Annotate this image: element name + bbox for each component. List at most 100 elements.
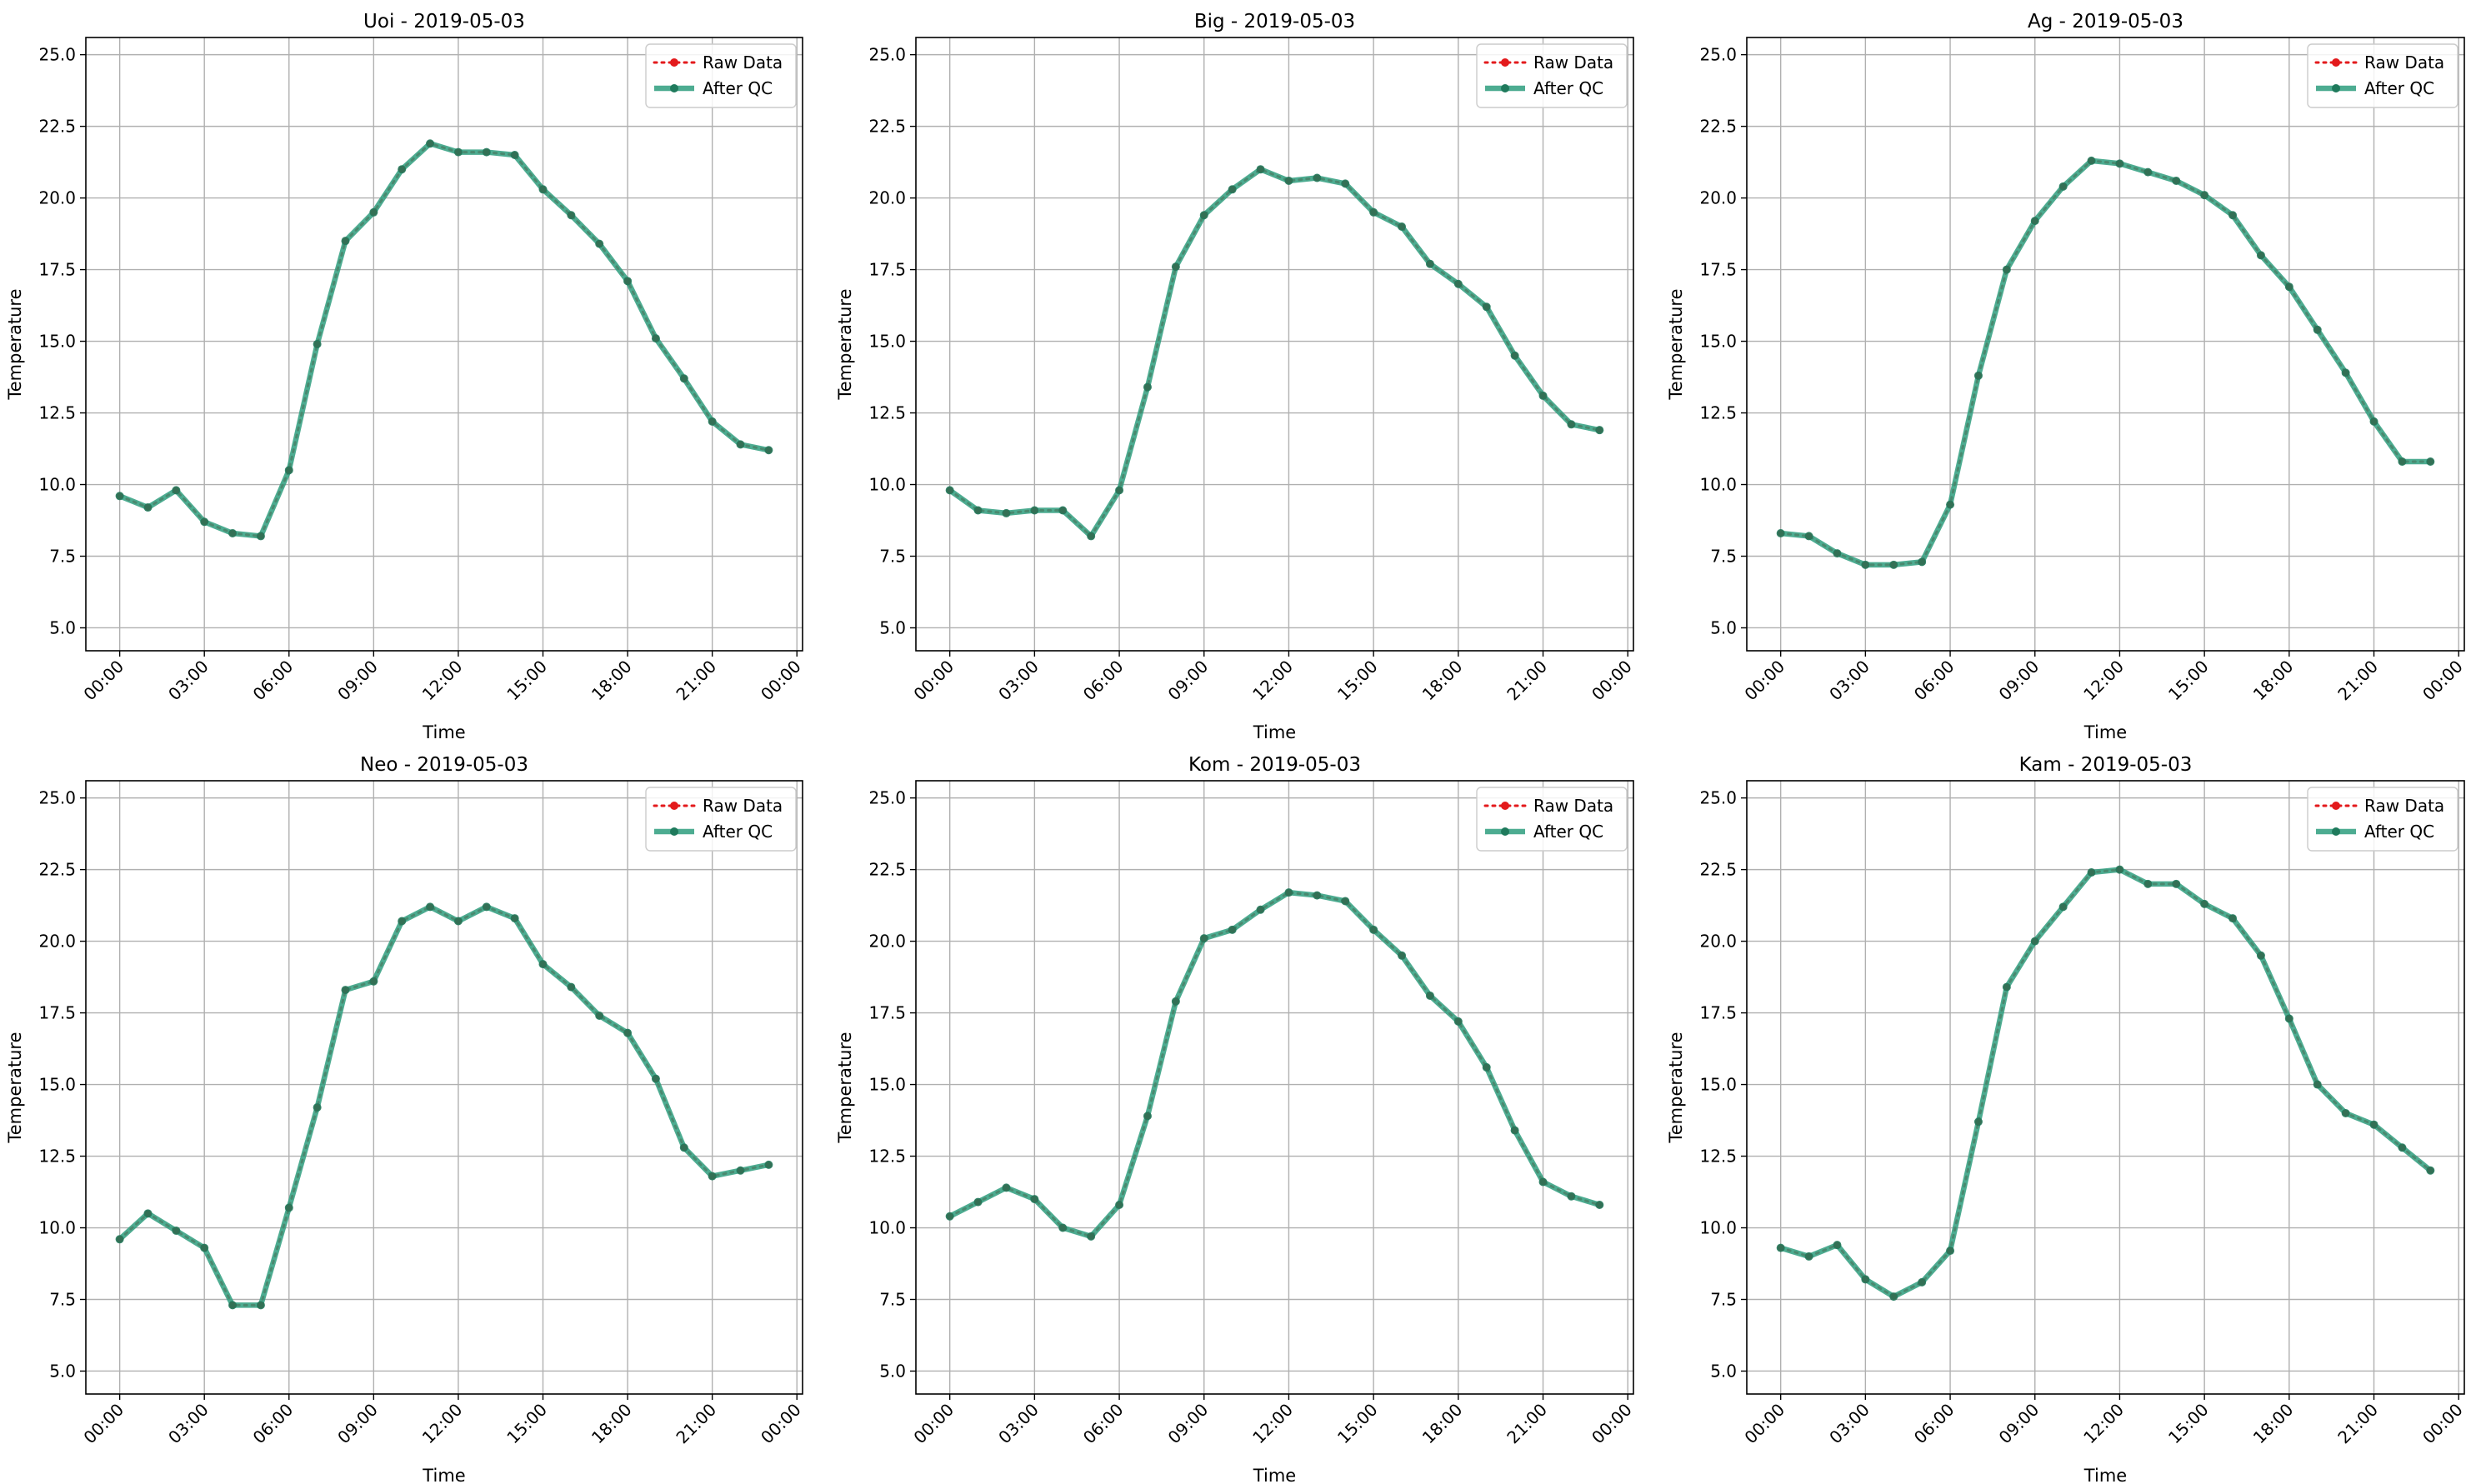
data-point-after-qc <box>1171 997 1180 1006</box>
y-tick-label: 5.0 <box>879 1361 906 1381</box>
x-tick-label: 15:00 <box>1333 657 1382 705</box>
x-tick-label: 06:00 <box>1910 657 1958 705</box>
x-tick-label: 12:00 <box>1248 1400 1297 1448</box>
legend-marker-raw-data <box>1501 802 1509 810</box>
x-axis-label: Time <box>1253 1466 1296 1484</box>
grid-lines <box>86 37 803 651</box>
data-point-after-qc <box>1861 560 1870 569</box>
data-point-after-qc <box>708 1172 717 1181</box>
legend-label-after-qc: After QC <box>703 822 773 842</box>
x-tick-label: 15:00 <box>2164 1400 2213 1448</box>
legend-marker-after-qc <box>1501 827 1509 836</box>
y-tick-label: 15.0 <box>868 332 906 352</box>
x-tick-label: 18:00 <box>1418 657 1467 705</box>
y-tick-label: 10.0 <box>38 1218 76 1238</box>
legend-box <box>645 787 797 852</box>
data-point-after-qc <box>567 211 576 220</box>
data-point-after-qc <box>1510 351 1519 360</box>
data-point-after-qc <box>1284 176 1293 185</box>
data-point-after-qc <box>1776 1243 1785 1252</box>
data-point-after-qc <box>2228 211 2238 220</box>
data-point-after-qc <box>736 440 745 449</box>
data-point-after-qc <box>200 517 209 527</box>
y-tick-label: 5.0 <box>1710 1361 1737 1381</box>
legend-label-after-qc: After QC <box>2364 822 2434 842</box>
y-tick-label: 22.5 <box>1699 117 1737 137</box>
y-tick-label: 22.5 <box>1699 860 1737 880</box>
subplot-panel: Kam - 2019-05-03 5.0 7.5 10.0 12.5 15.0 17.5 20… <box>1666 754 2467 1484</box>
plot-frame <box>85 780 803 1395</box>
y-tick-label: 10.0 <box>868 1218 906 1238</box>
x-tick-label: 00:00 <box>79 657 128 705</box>
y-tick-label: 17.5 <box>868 260 906 280</box>
data-point-after-qc <box>2398 1143 2407 1152</box>
data-point-after-qc <box>538 185 548 194</box>
legend-label-raw-data: Raw Data <box>1533 52 1613 72</box>
subplot-panel: Uoi - 2019-05-03 5.0 7.5 10.0 12.5 15.0 17.5 20… <box>5 11 805 742</box>
subplot-title: Ag - 2019-05-03 <box>2028 11 2183 32</box>
data-point-after-qc <box>115 492 124 501</box>
data-point-after-qc <box>595 239 604 248</box>
data-point-after-qc <box>1143 382 1152 392</box>
subplot-title: Uoi - 2019-05-03 <box>363 11 525 32</box>
series-line-after-qc <box>1780 157 2431 568</box>
y-tick-label: 17.5 <box>1699 1003 1737 1023</box>
y-tick-label: 12.5 <box>868 1147 906 1167</box>
data-point-after-qc <box>538 960 548 969</box>
series-line-after-qc <box>948 889 1601 1240</box>
y-axis-label: Temperature <box>5 288 25 400</box>
legend-marker-after-qc <box>2332 84 2340 92</box>
y-axis-label: Temperature <box>1666 1032 1686 1143</box>
data-point-after-qc <box>1228 185 1237 194</box>
x-tick-label: 00:00 <box>757 1400 805 1448</box>
y-tick-label: 22.5 <box>868 117 906 137</box>
x-tick-label: 12:00 <box>1248 657 1297 705</box>
legend-label-raw-data: Raw Data <box>2364 52 2444 72</box>
data-point-after-qc <box>2369 1120 2378 1129</box>
data-point-after-qc <box>1228 925 1237 934</box>
y-tick-label: 10.0 <box>868 475 906 495</box>
data-point-after-qc <box>143 503 153 512</box>
data-point-after-qc <box>1833 549 1842 558</box>
subplot-panel: Big - 2019-05-03 5.0 7.5 10.0 12.5 15.0 17.5 20… <box>835 11 1636 742</box>
data-point-after-qc <box>1143 1112 1152 1121</box>
data-point-after-qc <box>973 1197 983 1207</box>
data-point-after-qc <box>1918 557 1927 567</box>
data-point-after-qc <box>341 237 350 246</box>
x-tick-label: 00:00 <box>1588 657 1636 705</box>
x-tick-label: 03:00 <box>164 657 213 705</box>
x-tick-label: 15:00 <box>503 1400 551 1448</box>
data-point-after-qc <box>1918 1277 1927 1287</box>
y-tick-label: 7.5 <box>1710 547 1737 567</box>
data-point-after-qc <box>1058 1223 1068 1232</box>
data-point-after-qc <box>2341 1108 2350 1117</box>
data-point-after-qc <box>2172 176 2181 185</box>
y-tick-label: 10.0 <box>1699 1218 1737 1238</box>
series-line-raw-data <box>948 891 1601 1238</box>
data-point-after-qc <box>1087 1232 1096 1241</box>
y-tick-label: 10.0 <box>38 475 76 495</box>
data-point-after-qc <box>2087 868 2096 877</box>
x-tick-label: 06:00 <box>1079 1400 1128 1448</box>
data-point-after-qc <box>2200 191 2209 200</box>
subplot-title: Kam - 2019-05-03 <box>2019 754 2193 776</box>
series-line-raw-data <box>118 142 770 538</box>
x-tick-label: 09:00 <box>333 1400 382 1448</box>
series-line-after-qc <box>118 141 770 539</box>
data-point-after-qc <box>1341 897 1350 906</box>
x-tick-label: 21:00 <box>672 657 720 705</box>
data-point-after-qc <box>764 1160 773 1169</box>
data-point-after-qc <box>482 147 491 157</box>
legend-marker-raw-data <box>670 58 678 67</box>
data-point-after-qc <box>426 139 435 148</box>
x-axis-label: Time <box>2083 1466 2127 1484</box>
x-tick-label: 15:00 <box>2164 657 2213 705</box>
data-point-after-qc <box>510 151 519 160</box>
grid-lines <box>86 781 803 1394</box>
legend-label-after-qc: After QC <box>2364 78 2434 98</box>
y-axis-label: Temperature <box>835 288 855 400</box>
data-point-after-qc <box>1398 222 1407 231</box>
y-tick-label: 17.5 <box>1699 260 1737 280</box>
x-axis-label: Time <box>422 722 465 742</box>
data-point-after-qc <box>2002 265 2011 274</box>
